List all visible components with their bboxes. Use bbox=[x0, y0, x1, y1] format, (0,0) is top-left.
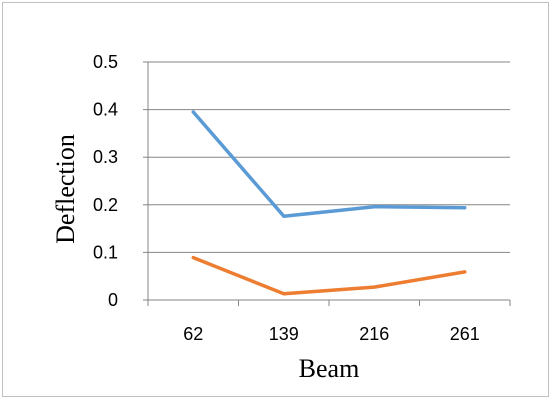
gridlines bbox=[148, 61, 510, 253]
x-tick-label: 62 bbox=[183, 324, 203, 344]
y-tick-labels: 0 0.1 0.2 0.3 0.4 0.5 bbox=[93, 52, 118, 310]
series-line-2 bbox=[191, 255, 467, 296]
axes bbox=[143, 61, 511, 306]
x-tick-label: 216 bbox=[359, 324, 389, 344]
x-tick-label: 139 bbox=[269, 324, 299, 344]
series-lines bbox=[191, 110, 467, 296]
y-tick-label: 0.5 bbox=[93, 52, 118, 72]
y-tick-label: 0.2 bbox=[93, 195, 118, 215]
y-tick-label: 0.4 bbox=[93, 100, 118, 120]
series-line-1 bbox=[191, 110, 467, 218]
y-axis-title: Deflection bbox=[51, 134, 80, 244]
x-axis-title: Beam bbox=[299, 354, 360, 383]
x-tick-label: 261 bbox=[450, 324, 480, 344]
y-tick-label: 0 bbox=[108, 290, 118, 310]
y-tick-label: 0.1 bbox=[93, 242, 118, 262]
x-tick-labels: 62 139 216 261 bbox=[183, 324, 480, 344]
chart-frame bbox=[2, 2, 549, 397]
y-tick-label: 0.3 bbox=[93, 147, 118, 167]
